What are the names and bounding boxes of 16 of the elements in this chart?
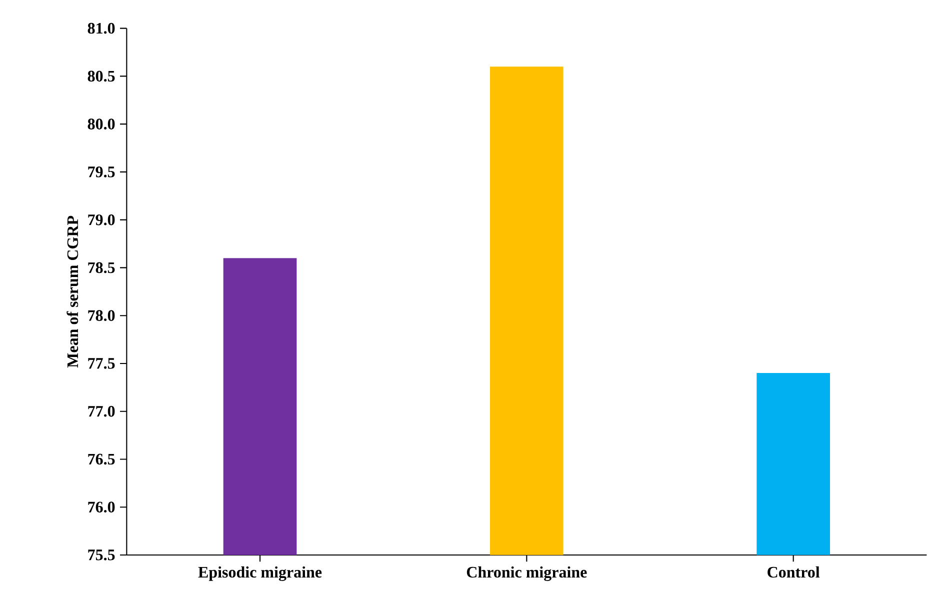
x-tick-label: Control <box>768 566 820 578</box>
x-tick-label: Episodic migraine <box>198 566 322 581</box>
y-tick-label: 77.5 <box>88 358 115 369</box>
y-tick-label: 80.5 <box>88 70 115 82</box>
y-axis-title: Mean of serum CGRP <box>66 216 78 368</box>
y-tick-label: 78.0 <box>88 310 115 322</box>
y-tick-label: 78.5 <box>88 262 115 274</box>
y-tick-label: 80.0 <box>88 118 115 130</box>
y-tick-label: 81.0 <box>88 22 115 34</box>
x-tick-label: Chronic migraine <box>466 566 587 581</box>
y-tick-label: 77.0 <box>88 406 115 417</box>
y-tick-label: 79.0 <box>88 214 115 226</box>
y-tick-label: 76.0 <box>88 502 115 513</box>
y-tick-label: 75.5 <box>88 550 115 560</box>
y-tick-label: 76.5 <box>88 454 115 465</box>
y-tick-label: 79.5 <box>88 166 115 178</box>
